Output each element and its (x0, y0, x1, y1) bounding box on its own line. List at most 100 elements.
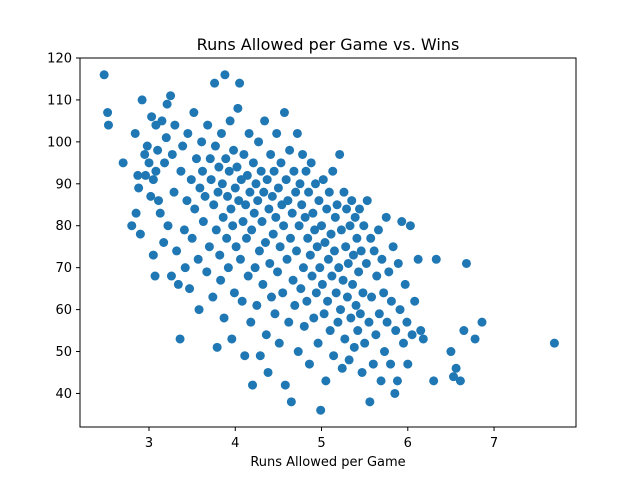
data-point (303, 233, 313, 243)
data-point (459, 326, 469, 336)
x-tick-label: 4 (231, 436, 239, 451)
data-point (197, 137, 207, 147)
data-point (162, 99, 172, 109)
data-point (211, 225, 221, 235)
data-point (251, 179, 261, 189)
data-point (229, 288, 239, 298)
data-point (332, 200, 342, 210)
data-point (140, 149, 150, 159)
data-point (185, 284, 195, 294)
data-point (137, 95, 147, 105)
data-point (130, 128, 140, 138)
data-point (310, 225, 320, 235)
data-point (160, 158, 170, 168)
data-point (250, 263, 260, 273)
data-point (166, 91, 176, 101)
data-point (364, 317, 374, 327)
data-point (352, 233, 362, 243)
data-point (354, 267, 364, 277)
data-point (403, 359, 413, 369)
data-point (477, 317, 487, 327)
data-point (267, 191, 277, 201)
data-point (255, 351, 265, 361)
data-point (395, 305, 405, 315)
data-point (291, 187, 301, 197)
data-point (141, 170, 151, 180)
data-point (170, 120, 180, 130)
data-point (311, 288, 321, 298)
y-tick-label: 40 (55, 387, 72, 402)
data-point (382, 317, 392, 327)
data-point (268, 229, 278, 239)
data-point (239, 149, 249, 159)
data-point (227, 334, 237, 344)
data-point (292, 128, 302, 138)
data-point (286, 397, 296, 407)
data-point (292, 246, 302, 256)
data-point (346, 313, 356, 323)
data-point (279, 221, 289, 231)
data-point (290, 300, 300, 310)
data-point (381, 212, 391, 222)
data-point (225, 116, 235, 126)
data-point (446, 347, 456, 357)
data-point (247, 225, 257, 235)
data-point (315, 263, 325, 273)
data-point (312, 242, 322, 252)
data-point (273, 267, 283, 277)
data-point (148, 250, 158, 260)
data-point (216, 275, 226, 285)
data-point (361, 258, 371, 268)
data-point (380, 347, 389, 357)
data-point (353, 326, 363, 336)
data-point (328, 166, 338, 176)
data-point (306, 158, 316, 168)
data-point (300, 212, 310, 222)
data-point (175, 334, 185, 344)
data-point (323, 254, 333, 264)
data-point (386, 296, 396, 306)
data-point (410, 296, 420, 306)
data-point (200, 191, 210, 201)
data-point (287, 208, 297, 218)
data-point (402, 317, 412, 327)
data-point (305, 250, 315, 260)
data-point (194, 305, 204, 315)
y-tick-label: 100 (47, 135, 72, 150)
data-point (281, 175, 291, 185)
y-axis-ticks: 40 50 60 70 80 90 100 110 120 (47, 52, 80, 402)
y-tick-label: 120 (47, 52, 72, 67)
data-point (549, 338, 559, 348)
data-point (169, 187, 179, 197)
data-point (99, 70, 109, 80)
data-point (338, 275, 348, 285)
data-point (237, 296, 247, 306)
data-point (243, 271, 253, 281)
data-point (431, 254, 441, 264)
data-point (253, 196, 263, 206)
data-point (343, 258, 353, 268)
data-point (240, 351, 250, 361)
data-point (154, 196, 163, 206)
data-point (357, 367, 367, 377)
data-point (319, 309, 329, 319)
data-point (198, 217, 208, 227)
chart-title: Runs Allowed per Game vs. Wins (197, 35, 460, 54)
data-point (221, 154, 231, 164)
data-point (276, 158, 286, 168)
data-point (336, 225, 346, 235)
data-point (280, 380, 290, 390)
data-point (390, 388, 400, 398)
data-point (216, 128, 226, 138)
data-point (376, 376, 386, 386)
data-point (153, 145, 163, 155)
data-point (197, 166, 207, 176)
data-point (248, 158, 258, 168)
data-point (369, 246, 379, 256)
data-point (297, 200, 307, 210)
data-point (283, 196, 293, 206)
data-point (350, 212, 360, 222)
data-point (163, 221, 173, 231)
data-point (205, 154, 215, 164)
